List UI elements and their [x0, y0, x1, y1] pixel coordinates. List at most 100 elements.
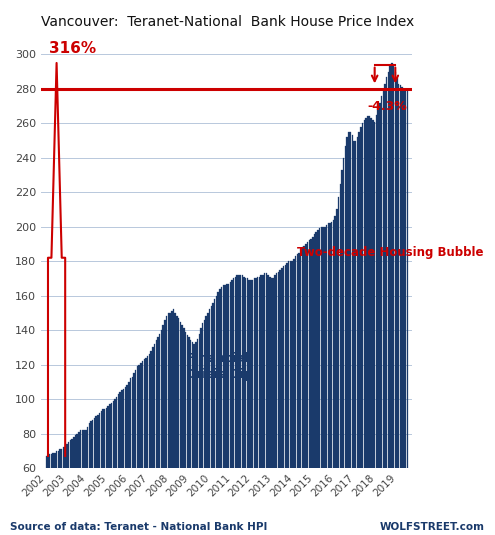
Bar [102, 409, 104, 468]
Bar [369, 117, 370, 468]
Bar [212, 303, 214, 468]
Bar [150, 351, 152, 468]
Bar [300, 249, 301, 468]
Bar [346, 137, 348, 468]
Bar [237, 275, 238, 468]
Bar [283, 266, 284, 468]
Bar [192, 342, 193, 468]
Bar [333, 220, 334, 468]
Bar [248, 280, 250, 468]
Bar [295, 256, 297, 468]
Bar [171, 311, 173, 468]
Bar [223, 285, 224, 468]
Bar [116, 398, 117, 468]
Bar [238, 275, 240, 468]
Bar [99, 413, 100, 468]
Bar [112, 401, 114, 468]
Bar [335, 216, 336, 468]
Bar [343, 158, 345, 468]
Bar [336, 210, 338, 468]
Bar [384, 83, 386, 468]
Text: Financial
Crisis Dip: Financial Crisis Dip [187, 353, 253, 381]
Bar [50, 454, 52, 468]
Bar [341, 170, 343, 468]
Bar [221, 287, 222, 468]
Bar [406, 89, 408, 468]
Bar [326, 225, 327, 468]
Bar [104, 409, 105, 468]
Bar [293, 259, 295, 468]
Bar [202, 323, 203, 468]
Bar [262, 275, 264, 468]
Bar [204, 320, 205, 468]
Bar [252, 280, 253, 468]
Bar [285, 265, 286, 468]
Bar [386, 77, 388, 468]
Bar [49, 454, 50, 468]
Text: Vancouver:  Teranet-National  Bank House Price Index: Vancouver: Teranet-National Bank House P… [41, 15, 414, 29]
Bar [200, 328, 202, 468]
Bar [71, 439, 73, 468]
Text: -4.3%: -4.3% [368, 100, 407, 112]
Bar [133, 373, 135, 468]
Bar [147, 356, 148, 468]
Bar [137, 366, 138, 468]
Bar [355, 141, 356, 468]
Bar [276, 273, 277, 468]
Bar [310, 239, 312, 468]
Bar [176, 316, 178, 468]
Bar [240, 275, 241, 468]
Bar [97, 415, 99, 468]
Bar [214, 299, 215, 468]
Bar [66, 444, 68, 468]
Bar [96, 416, 97, 468]
Bar [59, 449, 61, 468]
Bar [379, 103, 381, 468]
Bar [324, 227, 326, 468]
Bar [360, 127, 362, 468]
Bar [348, 132, 349, 468]
Bar [365, 118, 367, 468]
Text: Two-decade Housing Bubble: Two-decade Housing Bubble [297, 246, 484, 259]
Text: Source of data: Teranet - National Bank HPI: Source of data: Teranet - National Bank … [10, 522, 267, 532]
Bar [132, 377, 133, 468]
Bar [139, 364, 140, 468]
Bar [303, 246, 305, 468]
Bar [401, 87, 403, 468]
Bar [46, 456, 47, 468]
Bar [245, 278, 247, 468]
Bar [242, 275, 243, 468]
Bar [372, 120, 374, 468]
Bar [75, 435, 76, 468]
Bar [278, 272, 279, 468]
Bar [197, 339, 198, 468]
Bar [89, 423, 90, 468]
Bar [130, 378, 131, 468]
Bar [159, 334, 160, 468]
Bar [173, 309, 174, 468]
Bar [207, 313, 208, 468]
Bar [329, 223, 331, 468]
Bar [243, 277, 245, 468]
Bar [162, 325, 164, 468]
Bar [152, 347, 153, 468]
Bar [198, 334, 200, 468]
Bar [403, 89, 404, 468]
Bar [331, 221, 333, 468]
Bar [233, 278, 235, 468]
Bar [195, 342, 197, 468]
Bar [56, 451, 57, 468]
Bar [126, 385, 128, 468]
Bar [219, 289, 221, 468]
Bar [322, 227, 324, 468]
Bar [271, 278, 272, 468]
Bar [255, 278, 257, 468]
Bar [405, 89, 406, 468]
Bar [121, 391, 123, 468]
Bar [247, 278, 248, 468]
Bar [317, 230, 319, 468]
Bar [340, 184, 341, 468]
Bar [266, 273, 267, 468]
Bar [181, 325, 183, 468]
Bar [374, 121, 375, 468]
